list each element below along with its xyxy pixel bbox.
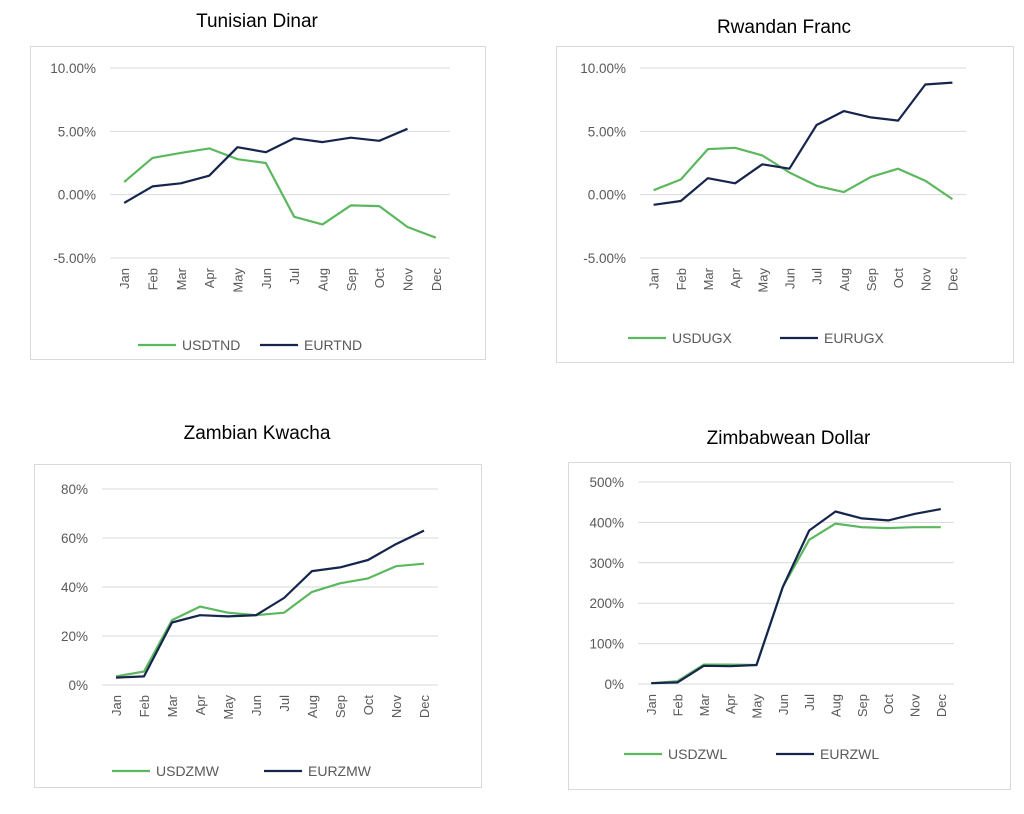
chart-title-rwandan-franc: Rwandan Franc <box>716 17 852 38</box>
series-line-eurugx <box>653 81 953 206</box>
x-tick-label: Oct <box>891 268 906 289</box>
series-line-usdzmw <box>115 562 425 678</box>
y-tick-label: 80% <box>61 482 88 497</box>
x-tick-label: Jul <box>277 695 292 712</box>
legend-label-usdzwl: USDZWL <box>668 746 727 762</box>
legend-label-eurzmw: EURZMW <box>308 763 372 779</box>
chart-frame-zimbabwean-dollar <box>568 462 1011 790</box>
x-tick-label: Feb <box>146 268 161 290</box>
legend-label-eurzwl: EURZWL <box>820 746 879 762</box>
x-tick-label: Feb <box>671 694 686 716</box>
x-tick-label: Mar <box>174 267 189 290</box>
x-tick-label: Aug <box>316 268 331 291</box>
x-tick-label: Jul <box>287 268 302 285</box>
x-tick-label: Mar <box>165 694 180 717</box>
x-tick-label: May <box>221 695 236 720</box>
x-tick-label: Sep <box>864 268 879 291</box>
y-tick-label: 400% <box>589 515 624 530</box>
y-tick-label: -5.00% <box>53 251 96 266</box>
series-line-usdugx <box>653 146 954 201</box>
y-tick-label: 300% <box>589 556 624 571</box>
x-tick-label: Dec <box>934 694 949 718</box>
x-tick-label: Dec <box>417 695 432 719</box>
x-tick-label: Jul <box>810 268 825 285</box>
y-tick-label: 20% <box>61 629 88 644</box>
y-tick-label: 60% <box>61 531 88 546</box>
x-tick-label: Jan <box>644 694 659 715</box>
x-tick-label: Oct <box>372 268 387 289</box>
chart-title-zambian-kwacha: Zambian Kwacha <box>183 423 331 444</box>
y-tick-label: 10.00% <box>580 61 626 76</box>
x-tick-label: Jun <box>776 694 791 715</box>
y-tick-label: 0% <box>68 678 88 693</box>
y-tick-label: 10.00% <box>50 61 96 76</box>
x-tick-label: May <box>231 268 246 293</box>
x-tick-label: Apr <box>723 693 738 714</box>
x-tick-label: Aug <box>305 695 320 718</box>
x-tick-label: Feb <box>674 268 689 290</box>
x-tick-label: Nov <box>908 694 923 718</box>
x-tick-label: May <box>750 694 765 719</box>
legend-label-eurtnd: EURTND <box>304 337 362 353</box>
x-tick-label: Jun <box>259 268 274 289</box>
x-tick-label: Jun <box>249 695 264 716</box>
legend-label-usdtnd: USDTND <box>182 337 240 353</box>
x-tick-label: Nov <box>401 268 416 292</box>
legend-label-usdzmw: USDZMW <box>156 763 220 779</box>
x-tick-label: Apr <box>193 694 208 715</box>
y-tick-label: 200% <box>589 596 624 611</box>
y-tick-label: 5.00% <box>58 124 96 139</box>
x-tick-label: Jan <box>647 268 662 289</box>
x-tick-label: Jan <box>109 695 124 716</box>
y-tick-label: 500% <box>589 475 624 490</box>
series-line-eurtnd <box>123 127 408 204</box>
x-tick-label: Oct <box>881 694 896 715</box>
chart-title-tunisian-dinar: Tunisian Dinar <box>196 11 318 32</box>
chart-title-zimbabwean-dollar: Zimbabwean Dollar <box>706 428 871 449</box>
x-tick-label: Sep <box>333 695 348 718</box>
x-tick-label: Apr <box>202 267 217 288</box>
series-line-usdtnd <box>123 147 437 239</box>
x-tick-label: Feb <box>137 695 152 717</box>
y-tick-label: -5.00% <box>583 251 626 266</box>
chart-frame-tunisian-dinar <box>30 46 486 360</box>
x-tick-label: Apr <box>728 267 743 288</box>
x-tick-label: Mar <box>701 267 716 290</box>
x-tick-label: Nov <box>389 695 404 719</box>
x-tick-label: May <box>755 268 770 293</box>
y-tick-label: 40% <box>61 580 88 595</box>
x-tick-label: Dec <box>945 268 960 292</box>
x-tick-label: Jan <box>117 268 132 289</box>
y-tick-label: 5.00% <box>588 124 626 139</box>
x-tick-label: Jul <box>802 694 817 711</box>
legend-label-eurugx: EURUGX <box>824 330 885 346</box>
series-line-eurzmw <box>115 529 425 679</box>
legend-label-usdugx: USDUGX <box>672 330 733 346</box>
y-tick-label: 0.00% <box>588 188 626 203</box>
x-tick-label: Oct <box>361 695 376 716</box>
x-tick-label: Nov <box>918 268 933 292</box>
x-tick-label: Aug <box>829 694 844 717</box>
chart-frame-zambian-kwacha <box>34 464 482 788</box>
x-tick-label: Sep <box>855 694 870 717</box>
series-line-eurzwl <box>651 508 941 685</box>
chart-frame-rwandan-franc <box>556 46 1014 363</box>
y-tick-label: 100% <box>589 637 624 652</box>
x-tick-label: Sep <box>344 268 359 291</box>
x-tick-label: Dec <box>429 268 444 292</box>
y-tick-label: 0% <box>604 677 624 692</box>
y-tick-label: 0.00% <box>58 188 96 203</box>
x-tick-label: Mar <box>697 693 712 716</box>
x-tick-label: Jun <box>782 268 797 289</box>
x-tick-label: Aug <box>837 268 852 291</box>
